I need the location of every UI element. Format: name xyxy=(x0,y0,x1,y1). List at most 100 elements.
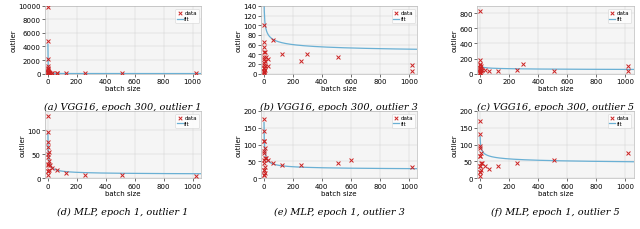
data xyxy=(259,173,269,177)
Legend: data, fit: data, fit xyxy=(175,10,198,24)
data xyxy=(259,41,269,45)
data xyxy=(407,70,417,74)
data xyxy=(476,152,486,155)
data xyxy=(43,173,53,177)
data xyxy=(476,162,486,165)
data xyxy=(259,70,269,73)
fit xyxy=(113,172,121,175)
data xyxy=(475,69,485,72)
data xyxy=(52,72,62,76)
fit xyxy=(159,73,167,76)
data xyxy=(493,70,504,74)
fit xyxy=(504,158,511,161)
fit xyxy=(159,172,167,175)
data xyxy=(263,58,273,62)
Text: (f) MLP, epoch 1, outlier 5: (f) MLP, epoch 1, outlier 5 xyxy=(491,207,620,216)
data xyxy=(260,172,270,175)
data xyxy=(476,66,486,70)
data xyxy=(43,169,53,173)
data xyxy=(191,174,202,178)
fit xyxy=(630,161,637,164)
data xyxy=(476,168,486,172)
data xyxy=(549,70,559,74)
data xyxy=(475,71,485,75)
data xyxy=(52,168,62,172)
data xyxy=(479,69,490,72)
data xyxy=(61,72,72,76)
data xyxy=(43,162,53,166)
data xyxy=(43,114,53,118)
data xyxy=(43,72,53,75)
data xyxy=(44,72,54,76)
data xyxy=(260,147,270,150)
fit xyxy=(476,64,484,66)
data xyxy=(475,155,485,158)
data xyxy=(549,158,559,162)
Y-axis label: outlier: outlier xyxy=(452,134,458,156)
data xyxy=(259,51,269,55)
fit xyxy=(567,68,575,71)
fit xyxy=(84,73,92,76)
fit xyxy=(134,172,142,175)
data xyxy=(268,162,278,165)
data xyxy=(43,71,53,75)
data xyxy=(259,46,269,50)
data xyxy=(259,168,269,172)
data xyxy=(259,140,269,143)
data xyxy=(407,165,417,169)
data xyxy=(259,67,269,70)
data xyxy=(259,118,269,122)
data xyxy=(259,162,269,165)
data xyxy=(346,158,356,162)
fit xyxy=(147,172,154,175)
data xyxy=(43,70,53,73)
Text: (b) VGG16, epoch 300, outlier 3: (b) VGG16, epoch 300, outlier 3 xyxy=(260,103,418,112)
Line: fit: fit xyxy=(480,65,634,70)
data xyxy=(43,40,53,44)
fit xyxy=(363,167,371,170)
data xyxy=(259,71,269,75)
fit xyxy=(198,73,205,76)
Legend: data, fit: data, fit xyxy=(175,114,198,128)
fit xyxy=(351,47,358,50)
data xyxy=(476,71,486,75)
data xyxy=(259,67,269,70)
Text: (c) VGG16, epoch 300, outlier 5: (c) VGG16, epoch 300, outlier 5 xyxy=(477,103,634,112)
data xyxy=(476,171,486,174)
data xyxy=(43,70,53,74)
fit xyxy=(546,159,554,162)
data xyxy=(476,65,486,68)
data xyxy=(476,68,486,72)
fit xyxy=(300,45,307,48)
fit xyxy=(44,44,52,46)
data xyxy=(623,70,634,74)
data xyxy=(623,65,634,68)
data xyxy=(43,57,53,61)
data xyxy=(260,60,270,64)
data xyxy=(259,130,269,133)
fit xyxy=(413,49,421,52)
data xyxy=(44,150,54,154)
fit xyxy=(71,171,79,174)
fit xyxy=(134,73,142,76)
data xyxy=(259,152,269,155)
Text: (d) MLP, epoch 1, outlier 1: (d) MLP, epoch 1, outlier 1 xyxy=(58,207,189,216)
data xyxy=(47,72,58,76)
fit xyxy=(516,158,524,161)
fit xyxy=(592,160,600,163)
data xyxy=(477,69,487,72)
Y-axis label: outlier: outlier xyxy=(236,134,242,156)
data xyxy=(512,69,522,72)
Legend: data, fit: data, fit xyxy=(607,114,631,128)
Legend: data, fit: data, fit xyxy=(607,10,631,24)
fit xyxy=(376,48,383,51)
Text: (a) VGG16, epoch 300, outlier 1: (a) VGG16, epoch 300, outlier 1 xyxy=(44,103,202,112)
Y-axis label: outlier: outlier xyxy=(11,29,17,52)
data xyxy=(623,152,634,155)
X-axis label: batch size: batch size xyxy=(538,190,573,196)
data xyxy=(333,162,343,165)
fit xyxy=(504,68,511,71)
data xyxy=(475,171,485,174)
data xyxy=(260,51,270,55)
data xyxy=(43,153,53,156)
